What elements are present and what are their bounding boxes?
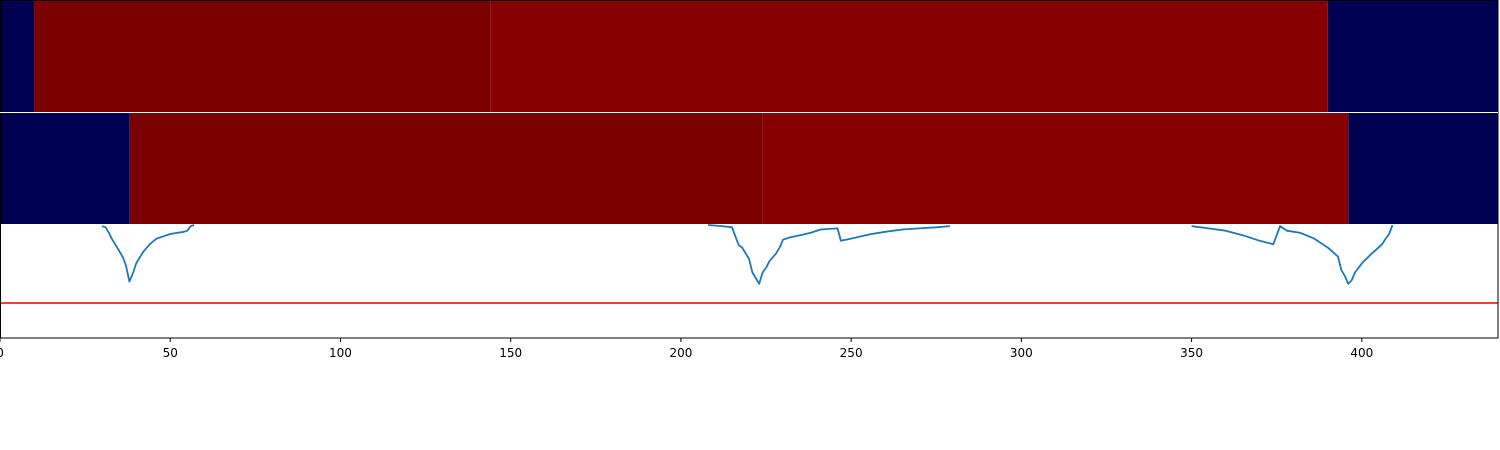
axes-layer (0, 0, 1499, 339)
x-ticks: 0 50 100 150 200 250 300 350 400 (0, 338, 1373, 360)
heatmap-row-1-segment-0 (0, 113, 130, 224)
x-tick-label-50: 50 (163, 346, 178, 360)
heatmap-row-0-segment-1 (34, 1, 491, 112)
series-line-segment-0 (101, 224, 195, 283)
axes-frame (0, 0, 1499, 339)
x-tick-label-150: 150 (499, 346, 522, 360)
x-tick-label-0: 0 (0, 346, 4, 360)
x-tick-label-300: 300 (1010, 346, 1033, 360)
heatmap-row-1-segment-3 (1348, 113, 1498, 224)
line-plot-layer (0, 224, 1498, 304)
series-line-segment-1 (708, 224, 950, 285)
x-tick-label-400: 400 (1350, 346, 1373, 360)
heatmap-row-1-segment-1 (129, 113, 763, 224)
x-tick-label-350: 350 (1180, 346, 1203, 360)
heatmap-layer (0, 1, 1498, 224)
heatmap-row-0-segment-2 (490, 1, 1328, 112)
heatmap-row-1-segment-2 (762, 113, 1349, 224)
x-tick-label-200: 200 (669, 346, 692, 360)
series-line-segment-2 (1191, 224, 1394, 285)
x-tick-label-250: 250 (840, 346, 863, 360)
x-tick-label-100: 100 (329, 346, 352, 360)
heatmap-row-0-segment-0 (0, 1, 35, 112)
heatmap-row-0-segment-3 (1327, 1, 1498, 112)
